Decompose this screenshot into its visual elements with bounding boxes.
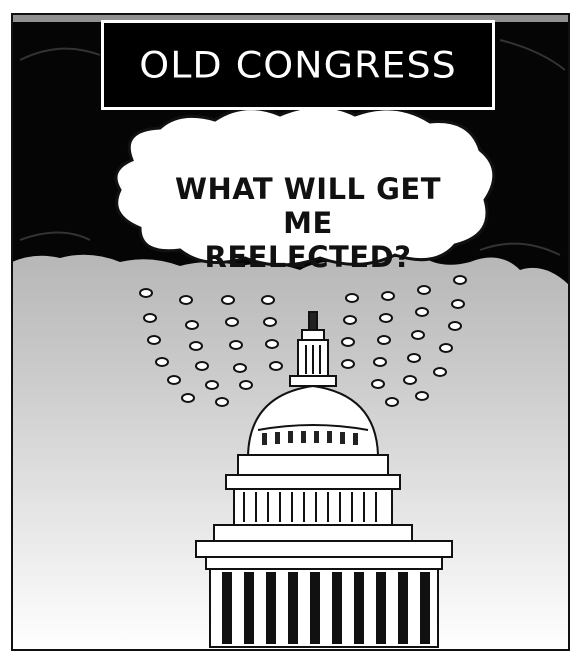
thought-line-1: WHAT WILL GET ME	[174, 172, 442, 240]
title-box: OLD CONGRESS	[101, 20, 495, 110]
raindrop-icon	[195, 361, 209, 371]
raindrop-icon	[345, 293, 359, 303]
raindrop-icon	[415, 307, 429, 317]
raindrop-icon	[381, 291, 395, 301]
title-label: OLD CONGRESS	[139, 44, 457, 86]
panel-border	[11, 13, 570, 651]
raindrop-icon	[265, 339, 279, 349]
raindrop-icon	[139, 288, 153, 298]
raindrop-icon	[453, 275, 467, 285]
raindrop-icon	[225, 317, 239, 327]
raindrop-icon	[155, 357, 169, 367]
raindrop-icon	[233, 363, 247, 373]
raindrop-icon	[417, 285, 431, 295]
raindrop-icon	[403, 375, 417, 385]
raindrop-icon	[215, 397, 229, 407]
raindrops-left	[139, 288, 283, 407]
raindrop-icon	[373, 357, 387, 367]
raindrop-icon	[221, 295, 235, 305]
thought-line-2: REELECTED?	[204, 240, 412, 274]
raindrop-icon	[269, 361, 283, 371]
raindrop-icon	[415, 391, 429, 401]
raindrop-icon	[371, 379, 385, 389]
raindrop-icon	[261, 295, 275, 305]
raindrop-icon	[411, 330, 425, 340]
raindrop-icon	[385, 397, 399, 407]
raindrop-icon	[147, 335, 161, 345]
raindrop-icon	[167, 375, 181, 385]
raindrop-icon	[341, 337, 355, 347]
raindrop-icon	[181, 393, 195, 403]
raindrop-icon	[263, 317, 277, 327]
raindrop-icon	[448, 321, 462, 331]
raindrop-icon	[343, 315, 357, 325]
raindrop-icon	[229, 340, 243, 350]
raindrops-right	[341, 275, 467, 407]
raindrop-icon	[407, 353, 421, 363]
raindrop-icon	[433, 367, 447, 377]
raindrop-icon	[379, 313, 393, 323]
raindrop-icon	[179, 295, 193, 305]
capitol-dome-icon	[195, 311, 453, 648]
thought-bubble-text: WHAT WILL GET ME REELECTED?	[158, 172, 458, 274]
raindrop-icon	[189, 341, 203, 351]
raindrop-icon	[239, 380, 253, 390]
raindrop-icon	[185, 320, 199, 330]
raindrop-icon	[377, 335, 391, 345]
raindrop-icon	[143, 313, 157, 323]
raindrop-icon	[341, 359, 355, 369]
raindrop-icon	[439, 343, 453, 353]
raindrop-icon	[451, 299, 465, 309]
raindrop-icon	[205, 380, 219, 390]
